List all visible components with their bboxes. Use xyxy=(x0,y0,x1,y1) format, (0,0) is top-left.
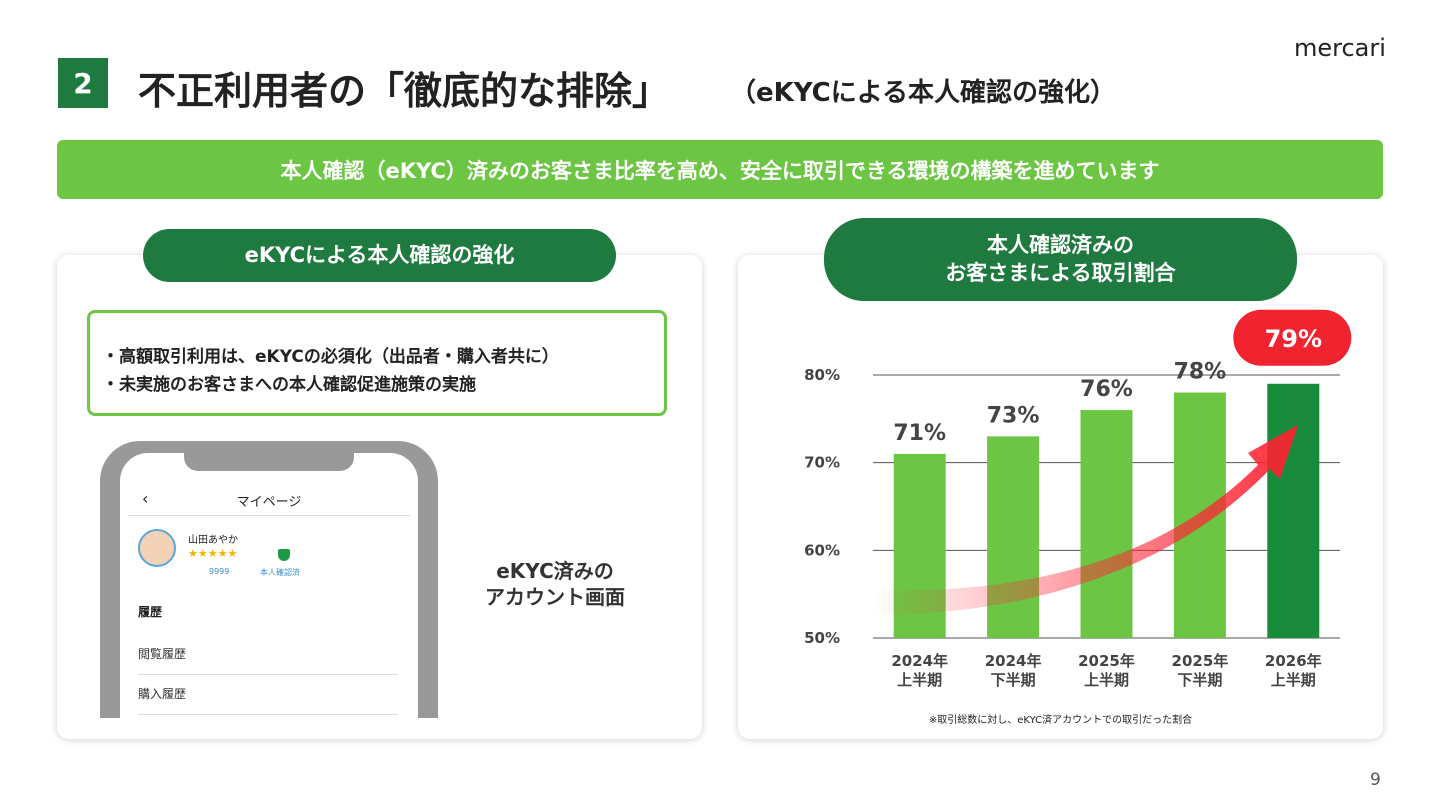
title: 不正利用者の「徹底的な排除」 xyxy=(138,69,671,113)
user-name: 山田あやか xyxy=(188,535,238,546)
y-tick-label: 70% xyxy=(804,454,840,472)
avatar xyxy=(138,529,176,567)
phone: ‹ マイページ 山田あやか ★★★★★ 9999 本人確認済 履歴 閲覧履歴 購… xyxy=(100,441,438,718)
section: 履歴 xyxy=(138,605,163,619)
section-number: 2 xyxy=(58,58,108,108)
notch xyxy=(184,451,354,471)
phone-header: マイページ xyxy=(236,495,302,510)
chart: 50% 60% 70% 80% 71% 73% 76% 78% 79% xyxy=(804,309,1352,647)
chart-panel: 50% 60% 70% 80% 71% 73% 76% 78% 79% 2024年 上半期 202… xyxy=(738,255,1383,739)
value-label: 79% xyxy=(1265,325,1322,353)
x-tick-label: 2024年 下半期 xyxy=(984,652,1042,689)
y-tick-label: 60% xyxy=(804,541,840,559)
value-label: 78% xyxy=(1174,360,1227,385)
chart-note: ※取引総数に対し、eKYC済アカウントでの取引だった割合 xyxy=(928,715,1193,726)
x-tick-label: 2025年 上半期 xyxy=(1078,652,1135,689)
subtitle: （eKYCによる本人確認の強化） xyxy=(730,78,1116,108)
value-label: 76% xyxy=(1080,377,1133,402)
value-label: 71% xyxy=(893,421,946,446)
page-number: 9 xyxy=(1370,770,1381,790)
trend-arrow xyxy=(873,425,1298,615)
back-icon: ‹ xyxy=(142,489,149,508)
highlight-pill xyxy=(1233,309,1352,366)
y-tick-label: 80% xyxy=(804,366,840,384)
bar xyxy=(1080,410,1133,638)
chart-title: 本人確認済みの お客さまによる取引割合 xyxy=(824,218,1297,301)
menu-item: 購入履歴 xyxy=(138,685,398,715)
caption: eKYC済みの アカウント画面 xyxy=(485,559,625,609)
stars: ★★★★★ xyxy=(188,547,238,560)
bar xyxy=(1267,383,1320,638)
badge: 本人確認済 xyxy=(260,568,300,577)
value-label: 73% xyxy=(987,403,1040,428)
menu-item: 閲覧履歴 xyxy=(138,645,398,675)
y-tick-label: 50% xyxy=(804,629,840,647)
bullet: ・高額取引利用は、eKYCの必須化（出品者・購入者共に） xyxy=(102,347,559,367)
badge-icon xyxy=(278,549,290,561)
phone-screen: ‹ マイページ 山田あやか ★★★★★ 9999 本人確認済 履歴 閲覧履歴 購… xyxy=(120,451,418,718)
divider xyxy=(128,515,410,516)
rating-count: 9999 xyxy=(209,567,230,576)
panel-title: eKYCによる本人確認の強化 xyxy=(143,229,616,282)
logo: mercari xyxy=(1294,34,1386,62)
x-tick-label: 2026年 上半期 xyxy=(1264,652,1322,689)
bullet-box: ・高額取引利用は、eKYCの必須化（出品者・購入者共に） ・未実施のお客さまへの… xyxy=(87,310,667,416)
bullet: ・未実施のお客さまへの本人確認促進施策の実施 xyxy=(102,375,476,395)
x-tick-label: 2024年 上半期 xyxy=(891,652,949,689)
x-tick-label: 2025年 下半期 xyxy=(1171,652,1229,689)
bar xyxy=(987,436,1040,638)
banner: 本人確認（eKYC）済みのお客さま比率を高め、安全に取引できる環境の構築を進めて… xyxy=(57,140,1383,199)
